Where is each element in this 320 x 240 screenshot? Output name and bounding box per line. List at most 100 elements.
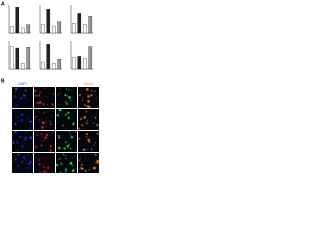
cell-signal — [61, 140, 63, 142]
cell-signal — [64, 154, 66, 156]
cell-signal — [38, 118, 41, 121]
cell-signal — [40, 144, 43, 147]
cell-signal — [77, 127, 81, 130]
cell-signal — [16, 103, 19, 106]
cell-signal — [57, 146, 61, 150]
cell-signal — [38, 91, 42, 94]
cell-signal — [20, 119, 24, 122]
cell-signal — [83, 115, 87, 119]
cell-signal — [85, 87, 89, 91]
cell-signal — [91, 149, 93, 151]
cell-signal — [45, 121, 48, 124]
cell-signal — [57, 113, 60, 116]
cell-signal — [38, 101, 42, 104]
cell-signal — [34, 89, 37, 93]
cell-signal — [24, 136, 28, 139]
cell-signal — [88, 140, 91, 144]
cell-signal — [84, 169, 87, 172]
bar — [46, 9, 51, 34]
cell-signal — [95, 162, 97, 164]
cell-signal — [96, 132, 99, 135]
cell-signal — [92, 115, 94, 117]
cell-signal — [51, 103, 54, 106]
cell-signal — [25, 163, 27, 165]
cell-signal — [42, 171, 46, 173]
cell-signal — [87, 120, 88, 121]
cell-signal — [43, 167, 45, 169]
cell-signal — [87, 100, 90, 103]
cell-signal — [80, 118, 82, 121]
bar — [9, 26, 14, 34]
bar — [51, 63, 56, 70]
cell-signal — [25, 131, 26, 133]
bar — [82, 24, 87, 34]
cell-signal — [19, 94, 21, 96]
cell-signal — [88, 169, 90, 171]
micrograph — [12, 153, 33, 173]
cell-signal — [55, 163, 59, 167]
cell-signal — [27, 117, 29, 119]
micrograph — [34, 153, 55, 173]
cell-signal — [46, 166, 50, 170]
cell-signal — [22, 93, 24, 95]
cell-signal — [17, 115, 19, 118]
cell-signal — [68, 88, 70, 91]
cell-signal — [14, 87, 18, 91]
cell-signal — [21, 160, 24, 163]
cell-signal — [58, 108, 62, 112]
cell-signal — [87, 138, 90, 142]
cell-signal — [85, 121, 87, 123]
cell-signal — [42, 163, 44, 165]
cell-signal — [40, 132, 43, 136]
cell-signal — [64, 94, 67, 97]
bar — [40, 61, 45, 70]
cell-signal — [17, 120, 19, 122]
cell-signal — [18, 110, 20, 111]
cell-signal — [24, 89, 27, 93]
column-header: Merge — [84, 82, 94, 86]
micrograph — [12, 131, 33, 152]
cell-signal — [40, 126, 44, 129]
cell-signal — [22, 114, 24, 117]
cell-signal — [85, 136, 88, 139]
cell-signal — [14, 91, 17, 94]
cell-signal — [95, 98, 97, 100]
cell-signal — [26, 166, 29, 170]
cell-signal — [29, 160, 32, 163]
cell-signal — [70, 136, 74, 139]
cell-signal — [38, 157, 41, 160]
cell-signal — [73, 164, 75, 167]
figure: A B DAPI Merge — [1, 1, 100, 173]
cell-signal — [66, 127, 68, 129]
cell-signal — [88, 105, 91, 108]
cell-signal — [34, 145, 38, 149]
cell-signal — [44, 157, 46, 159]
cell-signal — [59, 162, 63, 166]
cell-signal — [68, 96, 71, 99]
cell-signal — [44, 87, 47, 90]
bar — [26, 24, 31, 34]
cell-signal — [80, 164, 83, 167]
cell-signal — [85, 133, 88, 136]
cell-signal — [94, 117, 97, 119]
cell-signal — [25, 131, 27, 133]
cell-signal — [50, 149, 52, 151]
cell-signal — [19, 113, 22, 116]
cell-signal — [73, 121, 75, 124]
cell-signal — [43, 165, 46, 168]
cell-signal — [92, 166, 96, 170]
cell-signal — [78, 159, 81, 162]
micrograph — [12, 109, 33, 130]
cell-signal — [46, 156, 48, 158]
cell-signal — [46, 103, 49, 106]
cell-signal — [35, 134, 37, 136]
cell-signal — [86, 114, 87, 116]
cell-signal — [81, 99, 84, 102]
cell-signal — [58, 157, 61, 161]
bar — [40, 24, 45, 34]
bar — [20, 27, 25, 34]
cell-signal — [20, 97, 22, 99]
cell-signal — [14, 122, 17, 125]
cell-signal — [41, 136, 43, 138]
cell-signal — [17, 164, 20, 167]
